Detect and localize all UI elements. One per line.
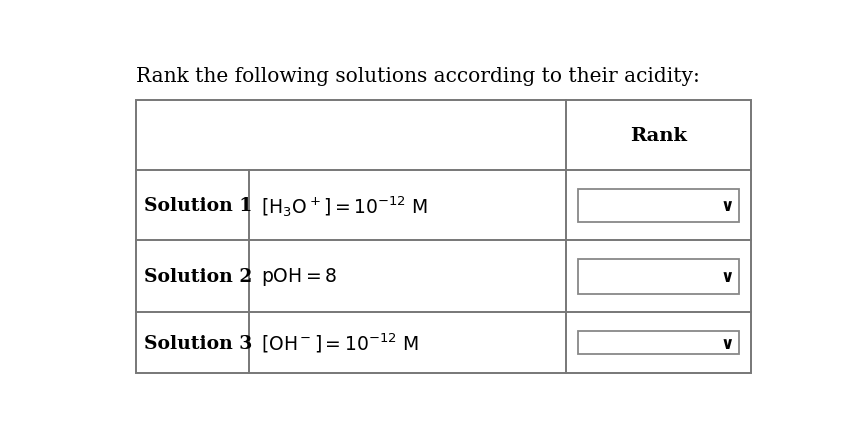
Text: ∨: ∨ xyxy=(720,268,734,286)
Bar xyxy=(136,101,751,373)
FancyBboxPatch shape xyxy=(578,259,739,294)
Text: ∨: ∨ xyxy=(720,334,734,352)
Text: $\left[\mathrm{OH^-}\right] = 10^{-12}\ \mathrm{M}$: $\left[\mathrm{OH^-}\right] = 10^{-12}\ … xyxy=(261,331,418,355)
Text: Solution 3: Solution 3 xyxy=(144,334,252,352)
Text: Solution 2: Solution 2 xyxy=(144,268,252,286)
Text: Solution 1: Solution 1 xyxy=(144,197,252,215)
Text: $\mathrm{pOH} = 8$: $\mathrm{pOH} = 8$ xyxy=(261,266,337,288)
Text: $\left[\mathrm{H_3O^+}\right] = 10^{-12}\ \mathrm{M}$: $\left[\mathrm{H_3O^+}\right] = 10^{-12}… xyxy=(261,194,428,218)
Text: Rank: Rank xyxy=(630,127,686,145)
Text: Rank the following solutions according to their acidity:: Rank the following solutions according t… xyxy=(136,67,699,86)
FancyBboxPatch shape xyxy=(578,331,739,355)
Text: ∨: ∨ xyxy=(720,197,734,215)
FancyBboxPatch shape xyxy=(578,189,739,223)
